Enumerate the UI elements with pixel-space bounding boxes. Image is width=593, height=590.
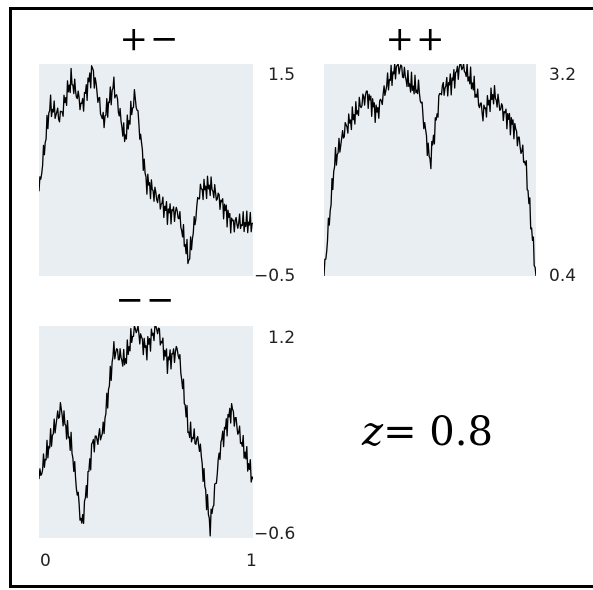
ytick-max-minus-minus: 1.2: [268, 328, 296, 348]
xtick-max-minus-minus: 1: [246, 551, 257, 571]
series-line-plus-plus: [324, 64, 536, 276]
z-value-label: z= 0.8: [362, 412, 493, 452]
plot-svg-plus-minus: [39, 65, 253, 265]
z-variable: z: [362, 409, 384, 455]
plot-svg-plus-plus: [324, 64, 536, 276]
series-line-minus-minus: [39, 326, 253, 537]
ytick-min-plus-plus: 0.4: [549, 266, 577, 286]
panel-title-plus-minus: +−: [119, 19, 181, 59]
xtick-min-minus-minus: 0: [40, 551, 51, 571]
series-line-plus-minus: [39, 65, 253, 265]
plot-panel-plus-plus: [324, 64, 536, 276]
panel-title-minus-minus: −−: [115, 280, 177, 320]
plot-panel-minus-minus: [39, 326, 253, 538]
ytick-max-plus-plus: 3.2: [549, 65, 577, 85]
panel-title-plus-plus: ++: [385, 19, 447, 59]
ytick-max-plus-minus: 1.5: [268, 65, 296, 85]
z-equals-value: = 0.8: [383, 409, 493, 455]
ytick-min-plus-minus: −0.5: [254, 266, 296, 286]
plot-panel-plus-minus: [39, 64, 253, 276]
ytick-min-minus-minus: −0.6: [254, 524, 296, 544]
plot-svg-minus-minus: [39, 326, 253, 537]
